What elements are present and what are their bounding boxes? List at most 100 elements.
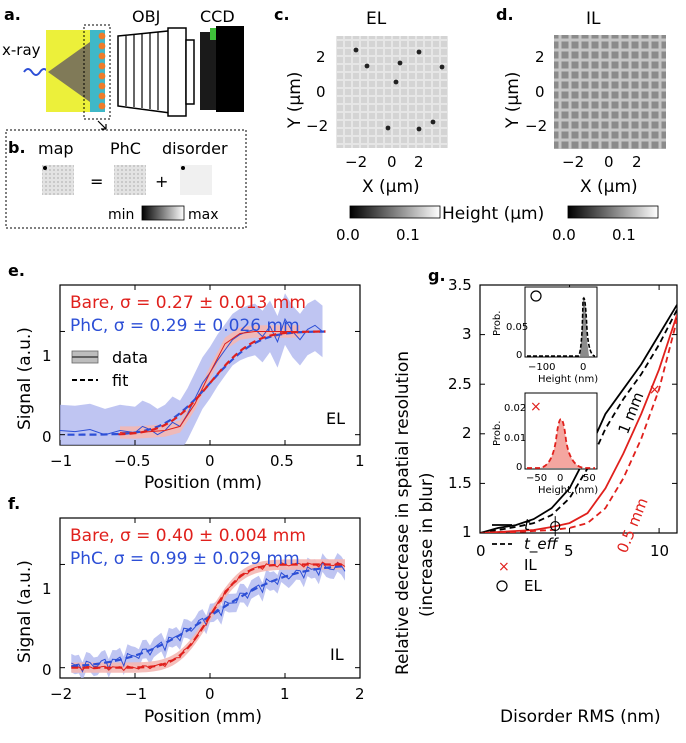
panel-c-xtick: 2 <box>414 153 424 171</box>
height-colorbar-right <box>567 205 659 219</box>
panel-c-xtick: −2 <box>345 153 367 171</box>
max-label: max <box>188 207 219 223</box>
panel-d-ytick: 2 <box>535 48 545 66</box>
panel-d-ytick: 0 <box>535 83 545 101</box>
panel-e-xlabel: Position (mm) <box>144 473 262 493</box>
legend-t-label: t <box>524 516 531 534</box>
ccd-label: CCD <box>200 7 235 26</box>
height-tick: 0.1 <box>396 226 420 244</box>
inset-el-ylabel: Prob. <box>492 311 503 336</box>
bare-data-band <box>120 325 300 439</box>
panel-d-ylabel: Y (μm) <box>503 72 523 129</box>
min-label: min <box>108 207 134 223</box>
inset-el-xtick: 0 <box>580 362 586 373</box>
legend-el-marker <box>496 580 508 592</box>
inset-el-xtick: −100 <box>528 362 555 373</box>
panel-d-xticks: −2 0 2 <box>562 153 642 171</box>
inset-il-histogram: × 0.02 0.01 0 −50 0 50 Height (nm) Prob. <box>492 392 598 496</box>
objective-lens <box>117 27 195 117</box>
panel-e-xtick: 0 <box>205 452 215 470</box>
inset-il-ytick: 0.01 <box>504 433 526 444</box>
panel-c-xlabel: X (μm) <box>362 177 420 197</box>
panel-e-ylabel: Signal (a.u.) <box>15 327 35 430</box>
panel-c-ytick: 0 <box>316 83 326 101</box>
inset-el-hist <box>580 296 589 356</box>
panel-a-schematic: a. x-ray OBJ CCD <box>2 5 244 130</box>
legend-el-label: EL <box>524 577 542 595</box>
panel-f-il-edge: f. Bare, σ = 0.40 ± 0.004 mm PhC, σ = 0.… <box>8 494 365 727</box>
legend-il-marker: × <box>498 559 510 575</box>
legend-teff-label: t_eff <box>524 535 560 554</box>
panel-f-ylabel: Signal (a.u.) <box>15 560 35 663</box>
panel-g-ytick: 2.5 <box>448 375 472 393</box>
panel-g-ytick: 3 <box>462 325 472 343</box>
bare-fit-line <box>118 330 326 436</box>
inset-il-ytick: 0 <box>516 462 522 473</box>
panel-d-xtick: 0 <box>604 153 614 171</box>
inset-el-ytick: 0.05 <box>506 322 528 333</box>
height-colorbars: Height (μm) 0.0 0.1 0.0 0.1 <box>336 204 659 244</box>
inset-el-ytick: 0 <box>516 350 522 361</box>
equals-sign: = <box>90 172 103 191</box>
teff-1mm-line <box>480 309 677 533</box>
panel-c-xticks: −2 0 2 <box>345 153 424 171</box>
panel-e-legend-bare: Bare, σ = 0.27 ± 0.013 mm <box>70 293 306 313</box>
panel-b-label: b. <box>8 138 26 157</box>
il-heatmap-overlay <box>554 35 666 149</box>
inset-il-xtick: 50 <box>583 473 596 484</box>
il-heatmap <box>554 35 666 149</box>
panel-f-label: f. <box>8 494 20 513</box>
inset-il-fit <box>527 418 595 469</box>
panel-g-legend: t t_eff × IL EL <box>492 516 560 595</box>
panel-g-ytick: 1 <box>462 523 472 541</box>
panel-c-ylabel: Y (μm) <box>285 72 305 129</box>
panel-d-xlabel: X (μm) <box>580 177 638 197</box>
zoom-arrow-icon <box>97 120 107 130</box>
panel-e-el-edge: e. Bare, σ = 0.27 ± 0.013 mm PhC, σ = 0.… <box>8 261 365 493</box>
il-marker: × <box>649 382 661 398</box>
height-tick: 0.1 <box>612 226 636 244</box>
inset-el-fit <box>527 297 596 357</box>
panel-e-corner-label: EL <box>326 409 345 428</box>
panel-e-xtick: −1 <box>50 452 72 470</box>
disorder-label: disorder <box>162 139 228 158</box>
phc-dots <box>98 32 106 110</box>
panel-d-xtick: −2 <box>562 153 584 171</box>
panel-f-xtick: 1 <box>280 685 290 703</box>
panel-f-legend-phc: PhC, σ = 0.99 ± 0.029 mm <box>70 549 300 569</box>
phc-label: PhC <box>110 139 141 158</box>
panel-g-frame <box>479 284 678 534</box>
xray-label: x-ray <box>2 41 41 59</box>
inset-il-ylabel: Prob. <box>492 421 503 446</box>
panel-d-xtick: 2 <box>632 153 642 171</box>
el-marker <box>550 516 561 536</box>
inset-el-histogram: 0.05 0 −100 0 Height (nm) Prob. <box>492 286 598 385</box>
inset-el-marker-icon <box>530 290 542 302</box>
panel-g-ytick: 2 <box>462 424 472 442</box>
panel-f-xtick: −2 <box>50 685 72 703</box>
panel-g-ylabel-line2: (increase in blur) <box>417 473 437 618</box>
panel-g-xtick-labels: 0 5 10 <box>476 542 669 560</box>
panel-f-xtick: 0 <box>205 685 215 703</box>
panel-f-ytick-labels: 0 1 <box>42 580 52 679</box>
panel-g-ylabel-line1: Relative decrease in spatial resolution <box>393 351 413 675</box>
legend-fit-label: fit <box>112 371 128 390</box>
panel-g-xtick: 10 <box>650 542 669 560</box>
disorder-thumbnail <box>180 165 212 195</box>
panel-e-label: e. <box>8 261 25 280</box>
panel-e-ytick: 1 <box>42 347 52 365</box>
panel-d-yticks: 2 0 −2 <box>525 48 547 135</box>
inset-el-xlabel: Height (nm) <box>538 374 598 385</box>
panel-e-legend-phc: PhC, σ = 0.29 ± 0.026 mm <box>70 316 300 336</box>
panel-b-decomposition: b. map PhC disorder = + min max <box>5 129 247 229</box>
xray-wave-icon <box>23 68 49 76</box>
inset-il-xtick: 0 <box>557 473 563 484</box>
panel-g-ticks <box>479 284 677 534</box>
panel-f-xtick: 2 <box>355 685 365 703</box>
panel-g-ytick: 1.5 <box>448 474 472 492</box>
inset-il-xtick: −50 <box>526 473 547 484</box>
bare-data-line <box>120 331 300 434</box>
height-tick: 0.0 <box>336 226 360 244</box>
panel-g-label: g. <box>428 266 446 285</box>
